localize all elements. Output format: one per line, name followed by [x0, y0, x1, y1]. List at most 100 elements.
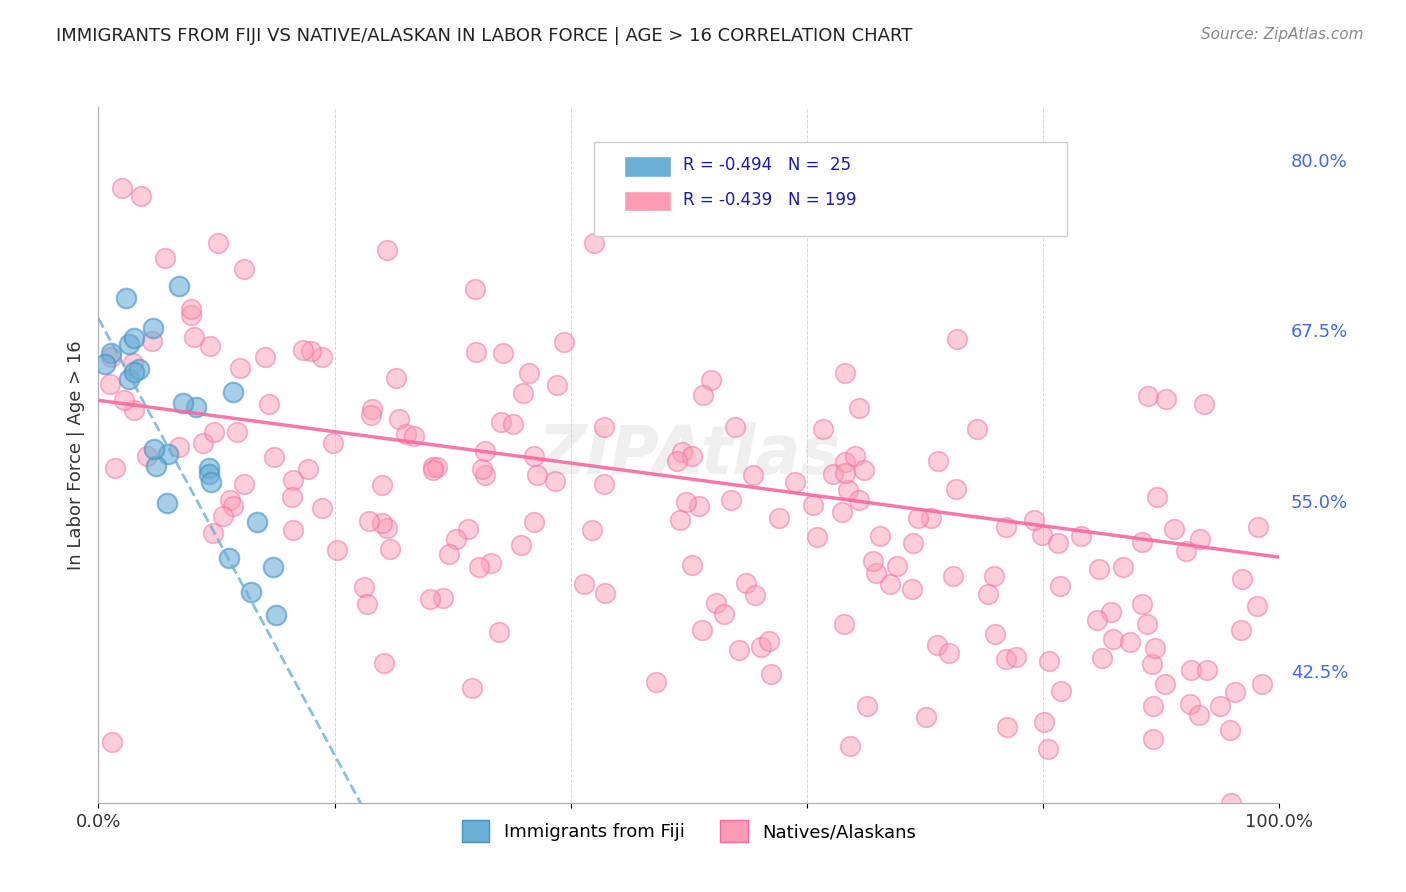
- Point: [855, 699, 877, 714]
- Point: [404, 429, 426, 443]
- Point: [1005, 649, 1028, 664]
- Point: [395, 427, 418, 442]
- Point: [946, 332, 969, 346]
- Point: [681, 558, 703, 572]
- Point: [803, 498, 825, 512]
- Point: [1130, 597, 1153, 611]
- Point: [373, 656, 395, 670]
- Point: [153, 251, 176, 265]
- Point: [1229, 624, 1251, 638]
- Point: [257, 397, 280, 411]
- Point: [375, 521, 398, 535]
- Point: [1085, 613, 1108, 627]
- Point: [432, 591, 454, 605]
- Point: [669, 513, 692, 527]
- Point: [966, 422, 988, 436]
- FancyBboxPatch shape: [624, 156, 671, 177]
- Point: [1088, 562, 1111, 576]
- Point: [254, 350, 277, 364]
- Point: [1219, 723, 1241, 737]
- Point: [1156, 392, 1178, 406]
- Point: [200, 475, 222, 489]
- Point: [645, 674, 668, 689]
- Point: [1102, 632, 1125, 646]
- Point: [122, 331, 145, 345]
- Point: [879, 577, 901, 591]
- Text: 80.0%: 80.0%: [1291, 153, 1347, 170]
- Point: [264, 607, 287, 622]
- Point: [118, 337, 141, 351]
- Point: [1046, 536, 1069, 550]
- Point: [263, 450, 285, 464]
- Point: [593, 585, 616, 599]
- Point: [1246, 599, 1268, 613]
- Point: [869, 529, 891, 543]
- Point: [142, 442, 165, 456]
- Text: ZIPAtlas: ZIPAtlas: [537, 422, 841, 488]
- Point: [145, 459, 167, 474]
- Point: [93, 357, 115, 371]
- Text: 42.5%: 42.5%: [1291, 665, 1348, 682]
- Point: [104, 461, 127, 475]
- Point: [156, 496, 179, 510]
- Point: [984, 626, 1007, 640]
- Point: [592, 420, 614, 434]
- Point: [834, 466, 856, 480]
- Point: [378, 541, 401, 556]
- Point: [927, 453, 949, 467]
- Point: [359, 514, 381, 528]
- Point: [167, 440, 190, 454]
- Text: Source: ZipAtlas.com: Source: ZipAtlas.com: [1201, 27, 1364, 42]
- Point: [1038, 654, 1060, 668]
- Point: [207, 236, 229, 251]
- Point: [1195, 663, 1218, 677]
- Point: [370, 477, 392, 491]
- Point: [593, 477, 616, 491]
- Point: [1188, 532, 1211, 546]
- Legend: Immigrants from Fiji, Natives/Alaskans: Immigrants from Fiji, Natives/Alaskans: [454, 813, 924, 849]
- Point: [1178, 697, 1201, 711]
- Point: [901, 582, 924, 597]
- Point: [1140, 657, 1163, 671]
- Point: [1142, 731, 1164, 746]
- Point: [1143, 640, 1166, 655]
- Point: [388, 412, 411, 426]
- Point: [1223, 684, 1246, 698]
- Point: [1163, 522, 1185, 536]
- Text: IMMIGRANTS FROM FIJI VS NATIVE/ALASKAN IN LABOR FORCE | AGE > 16 CORRELATION CHA: IMMIGRANTS FROM FIJI VS NATIVE/ALASKAN I…: [56, 27, 912, 45]
- Point: [212, 508, 235, 523]
- Point: [115, 291, 138, 305]
- Point: [465, 344, 488, 359]
- Point: [136, 449, 159, 463]
- Point: [198, 467, 221, 482]
- Point: [938, 646, 960, 660]
- Point: [180, 308, 202, 322]
- Point: [742, 467, 765, 482]
- Point: [977, 586, 1000, 600]
- Point: [437, 547, 460, 561]
- Point: [768, 511, 790, 525]
- Point: [512, 386, 534, 401]
- Point: [1099, 605, 1122, 619]
- Point: [1130, 534, 1153, 549]
- Point: [1136, 617, 1159, 632]
- Point: [1049, 579, 1071, 593]
- Point: [198, 339, 221, 353]
- Point: [925, 638, 948, 652]
- Point: [848, 493, 870, 508]
- Point: [749, 640, 772, 655]
- Point: [180, 302, 202, 317]
- Point: [920, 511, 942, 525]
- Point: [218, 551, 240, 566]
- Point: [444, 532, 467, 546]
- Point: [461, 681, 484, 695]
- Point: [942, 569, 965, 583]
- Point: [1192, 397, 1215, 411]
- Point: [112, 393, 135, 408]
- Point: [834, 455, 856, 469]
- Point: [681, 449, 703, 463]
- Point: [690, 624, 713, 638]
- Text: 67.5%: 67.5%: [1291, 323, 1348, 341]
- Point: [995, 720, 1018, 734]
- Point: [184, 400, 207, 414]
